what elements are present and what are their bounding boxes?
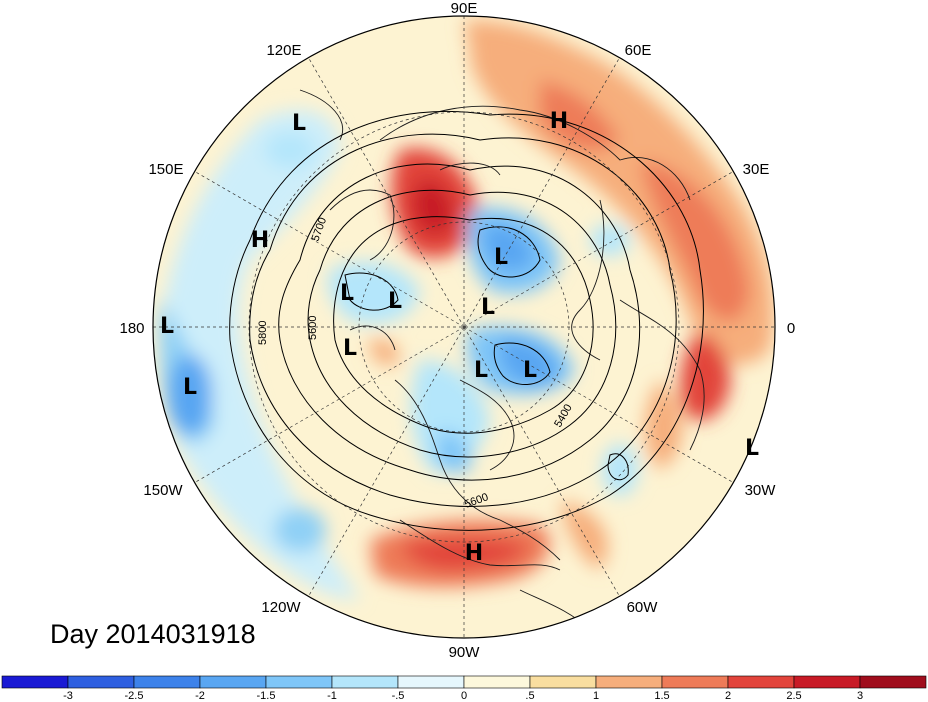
lon-label-120w: 120W (261, 599, 301, 616)
lon-label-30e: 30E (743, 161, 770, 178)
lon-label-120e: 120E (266, 42, 301, 59)
colorbar-tick-label: 0 (461, 690, 467, 702)
lon-label-90e: 90E (451, 0, 478, 17)
lon-label-90w: 90W (449, 644, 481, 661)
colorbar-swatch (199, 675, 267, 689)
colorbar-tick-label: -3 (63, 690, 73, 702)
low-marker: L (494, 245, 508, 270)
colorbar-tick-label: -2 (195, 690, 205, 702)
contour-label-5600: 5600 (307, 316, 319, 340)
colorbar-swatch (1, 675, 69, 689)
colorbar-tick-label: 2 (725, 690, 731, 702)
colorbar-swatch (859, 675, 927, 689)
lon-label-60e: 60E (625, 42, 652, 59)
colorbar-swatch (331, 675, 399, 689)
map-border (152, 15, 776, 639)
colorbar-tick-label: -1 (327, 690, 337, 702)
colorbar-swatch (727, 675, 795, 689)
contour-label-5800: 5800 (257, 321, 269, 345)
colorbar-swatch (67, 675, 135, 689)
high-marker: H (465, 541, 483, 566)
high-marker: H (251, 228, 269, 253)
low-marker: L (745, 436, 759, 461)
colorbar-tick-label: 2.5 (786, 690, 801, 702)
longitude-labels: 90E 60E 30E 0 30W 60W 90W 120W 150W 180 … (119, 0, 795, 661)
lon-label-30w: 30W (745, 482, 777, 499)
lon-label-180: 180 (119, 320, 144, 337)
colorbar-tick-label: 1 (593, 690, 599, 702)
height-contours (229, 110, 704, 531)
colorbar-tick-label: -1.5 (257, 690, 276, 702)
colorbar-swatch (529, 675, 597, 689)
low-marker: L (523, 358, 537, 383)
low-marker: L (474, 358, 488, 383)
high-marker: H (550, 109, 568, 134)
low-marker: L (292, 111, 306, 136)
lon-label-0: 0 (787, 320, 795, 337)
colorbar-swatch (397, 675, 465, 689)
colorbar-tick-label: -2.5 (125, 690, 144, 702)
low-marker: L (340, 281, 354, 306)
colorbar-swatch (463, 675, 531, 689)
colorbar-swatch (661, 675, 729, 689)
colorbar-swatch (595, 675, 663, 689)
lon-label-150w: 150W (143, 482, 183, 499)
low-marker: L (388, 289, 402, 314)
low-marker: L (183, 375, 197, 400)
colorbar-swatch (793, 675, 861, 689)
low-marker: L (481, 295, 495, 320)
colorbar: -3 -2.5 -2 -1.5 -1 -.5 0 .5 1 1.5 2 2.5 3 (1, 675, 927, 702)
low-marker: L (343, 336, 357, 361)
colorbar-swatch (265, 675, 333, 689)
low-marker: L (160, 314, 174, 339)
colorbar-tick-label: 3 (857, 690, 863, 702)
date-title: Day 2014031918 (50, 619, 256, 649)
colorbar-tick-label: 1.5 (654, 690, 669, 702)
colorbar-swatch (133, 675, 201, 689)
graticule (153, 16, 775, 638)
colorbar-tick-label: -.5 (392, 690, 405, 702)
lon-label-60w: 60W (627, 599, 659, 616)
pressure-markers: L H H L L L L L L L L L L H (160, 109, 759, 566)
lon-label-150e: 150E (148, 161, 183, 178)
colorbar-tick-label: .5 (525, 690, 534, 702)
